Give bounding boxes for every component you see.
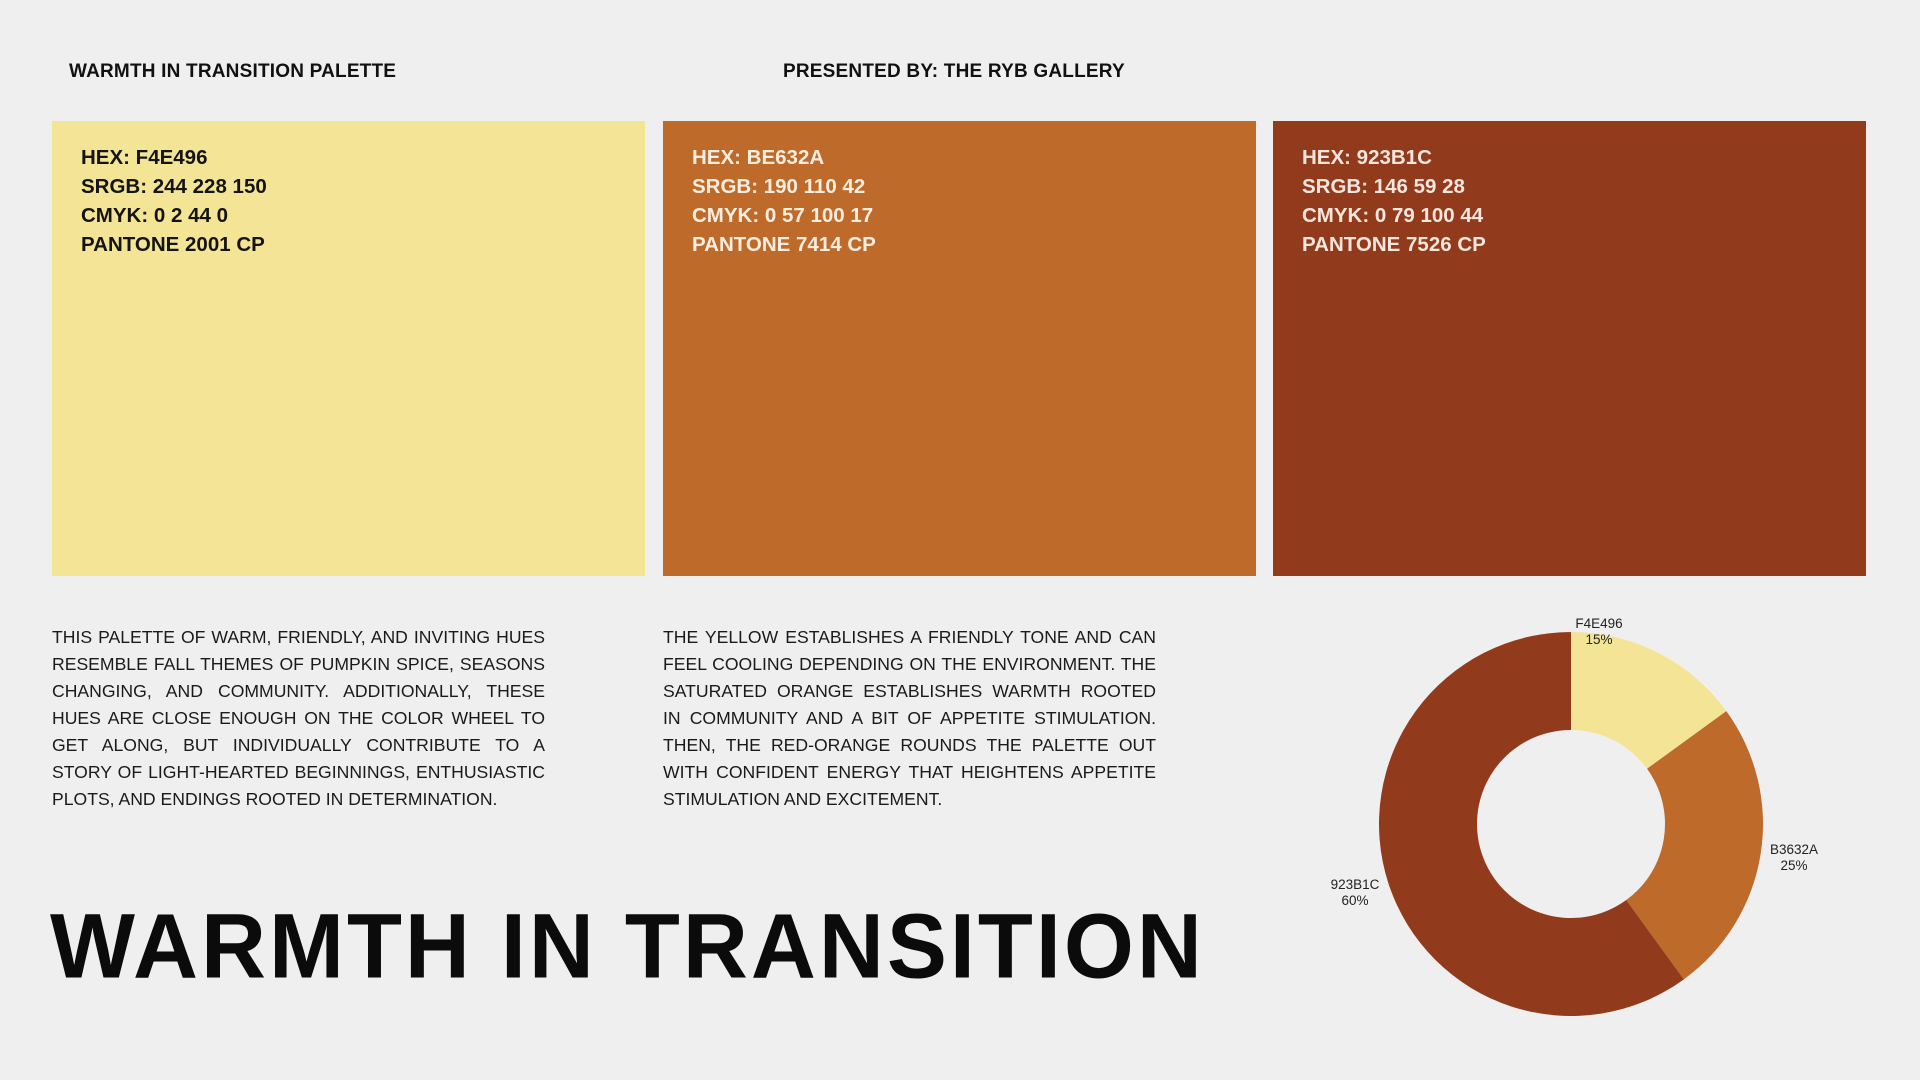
donut-label-B3632A: B3632A (1770, 842, 1818, 857)
swatch-srgb: SRGB: 244 228 150 (81, 175, 267, 198)
swatch-hex: HEX: BE632A (692, 146, 825, 169)
donut-percent-F4E496: 15% (1585, 632, 1612, 647)
swatch-srgb: SRGB: 190 110 42 (692, 175, 866, 198)
swatch-red-orange: HEX: 923B1C SRGB: 146 59 28 CMYK: 0 79 1… (1273, 121, 1866, 576)
swatch-pantone: PANTONE 7526 CP (1302, 233, 1486, 256)
palette-title: WARMTH IN TRANSITION PALETTE (69, 61, 397, 82)
main-title: WARMTH IN TRANSITION (50, 895, 1205, 998)
donut-slice-F4E496 (1571, 632, 1727, 769)
donut-percent-923B1C: 60% (1341, 893, 1368, 908)
swatch-hex: HEX: 923B1C (1302, 146, 1432, 169)
swatch-cmyk: CMYK: 0 57 100 17 (692, 204, 874, 227)
swatch-hex: HEX: F4E496 (81, 146, 208, 169)
presenter-credit: PRESENTED BY: THE RYB GALLERY (783, 61, 1125, 82)
color-roles-description: THE YELLOW ESTABLISHES A FRIENDLY TONE A… (663, 627, 1156, 809)
swatch-srgb: SRGB: 146 59 28 (1302, 175, 1465, 198)
palette-description: THIS PALETTE OF WARM, FRIENDLY, AND INVI… (52, 627, 545, 809)
swatch-pantone: PANTONE 2001 CP (81, 233, 265, 256)
donut-slice-923B1C (1379, 632, 1684, 1017)
donut-percent-B3632A: 25% (1780, 858, 1807, 873)
swatch-cmyk: CMYK: 0 79 100 44 (1302, 204, 1484, 227)
donut-label-923B1C: 923B1C (1331, 877, 1380, 892)
swatch-pantone: PANTONE 7414 CP (692, 233, 876, 256)
swatch-cmyk: CMYK: 0 2 44 0 (81, 204, 228, 227)
donut-slice-B3632A (1626, 711, 1763, 980)
swatch-orange: HEX: BE632A SRGB: 190 110 42 CMYK: 0 57 … (663, 121, 1256, 576)
donut-label-F4E496: F4E496 (1575, 616, 1622, 631)
swatch-yellow: HEX: F4E496 SRGB: 244 228 150 CMYK: 0 2 … (52, 121, 645, 576)
